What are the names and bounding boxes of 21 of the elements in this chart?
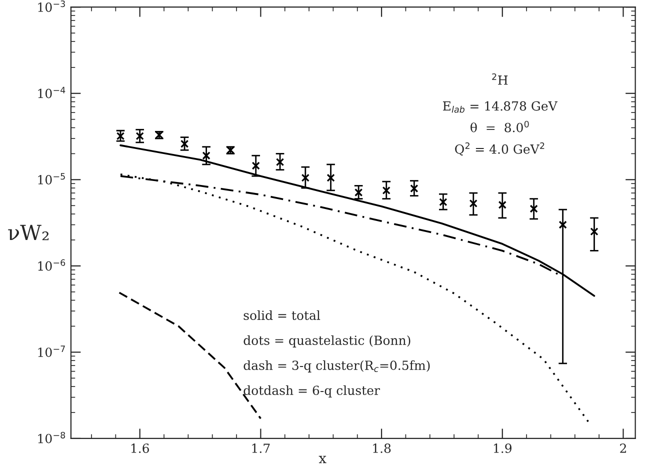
annotation: dash = 3-q cluster(R$_{c}$=0.5fm) (244, 360, 430, 372)
x-axis-title: x (318, 456, 326, 464)
x-tick-label: 2 (620, 444, 626, 453)
y-axis-title: νW₂ (8, 224, 49, 240)
annotation: Q$^{2}$ = 4.0 GeV$^{2}$ (455, 142, 544, 156)
y-tick-label: 10$^{−7}$ (38, 346, 65, 358)
annotation: dots = quastelastic (Bonn) (244, 335, 410, 348)
x-tick-label: 1.6 (131, 444, 149, 453)
y-tick-label: 10$^{−4}$ (38, 86, 66, 98)
x-tick-label: 1.8 (373, 444, 391, 453)
annotation: E$_{lab}$ = 14.878 GeV (443, 101, 558, 113)
annotation: solid = total (244, 310, 320, 320)
annotation: $^{2}$H (492, 73, 508, 85)
annotation: dotdash = 6-q cluster (244, 385, 380, 398)
y-tick-label: 10$^{−3}$ (38, 0, 65, 12)
annotation: θ = 8.0$^{0}$ (470, 120, 529, 132)
y-tick-label: 10$^{−6}$ (38, 259, 66, 271)
y-tick-label: 10$^{−5}$ (38, 173, 65, 184)
x-tick-label: 1.9 (494, 444, 512, 453)
x-tick-label: 1.7 (252, 444, 270, 453)
y-tick-label: 10$^{−8}$ (38, 432, 66, 444)
